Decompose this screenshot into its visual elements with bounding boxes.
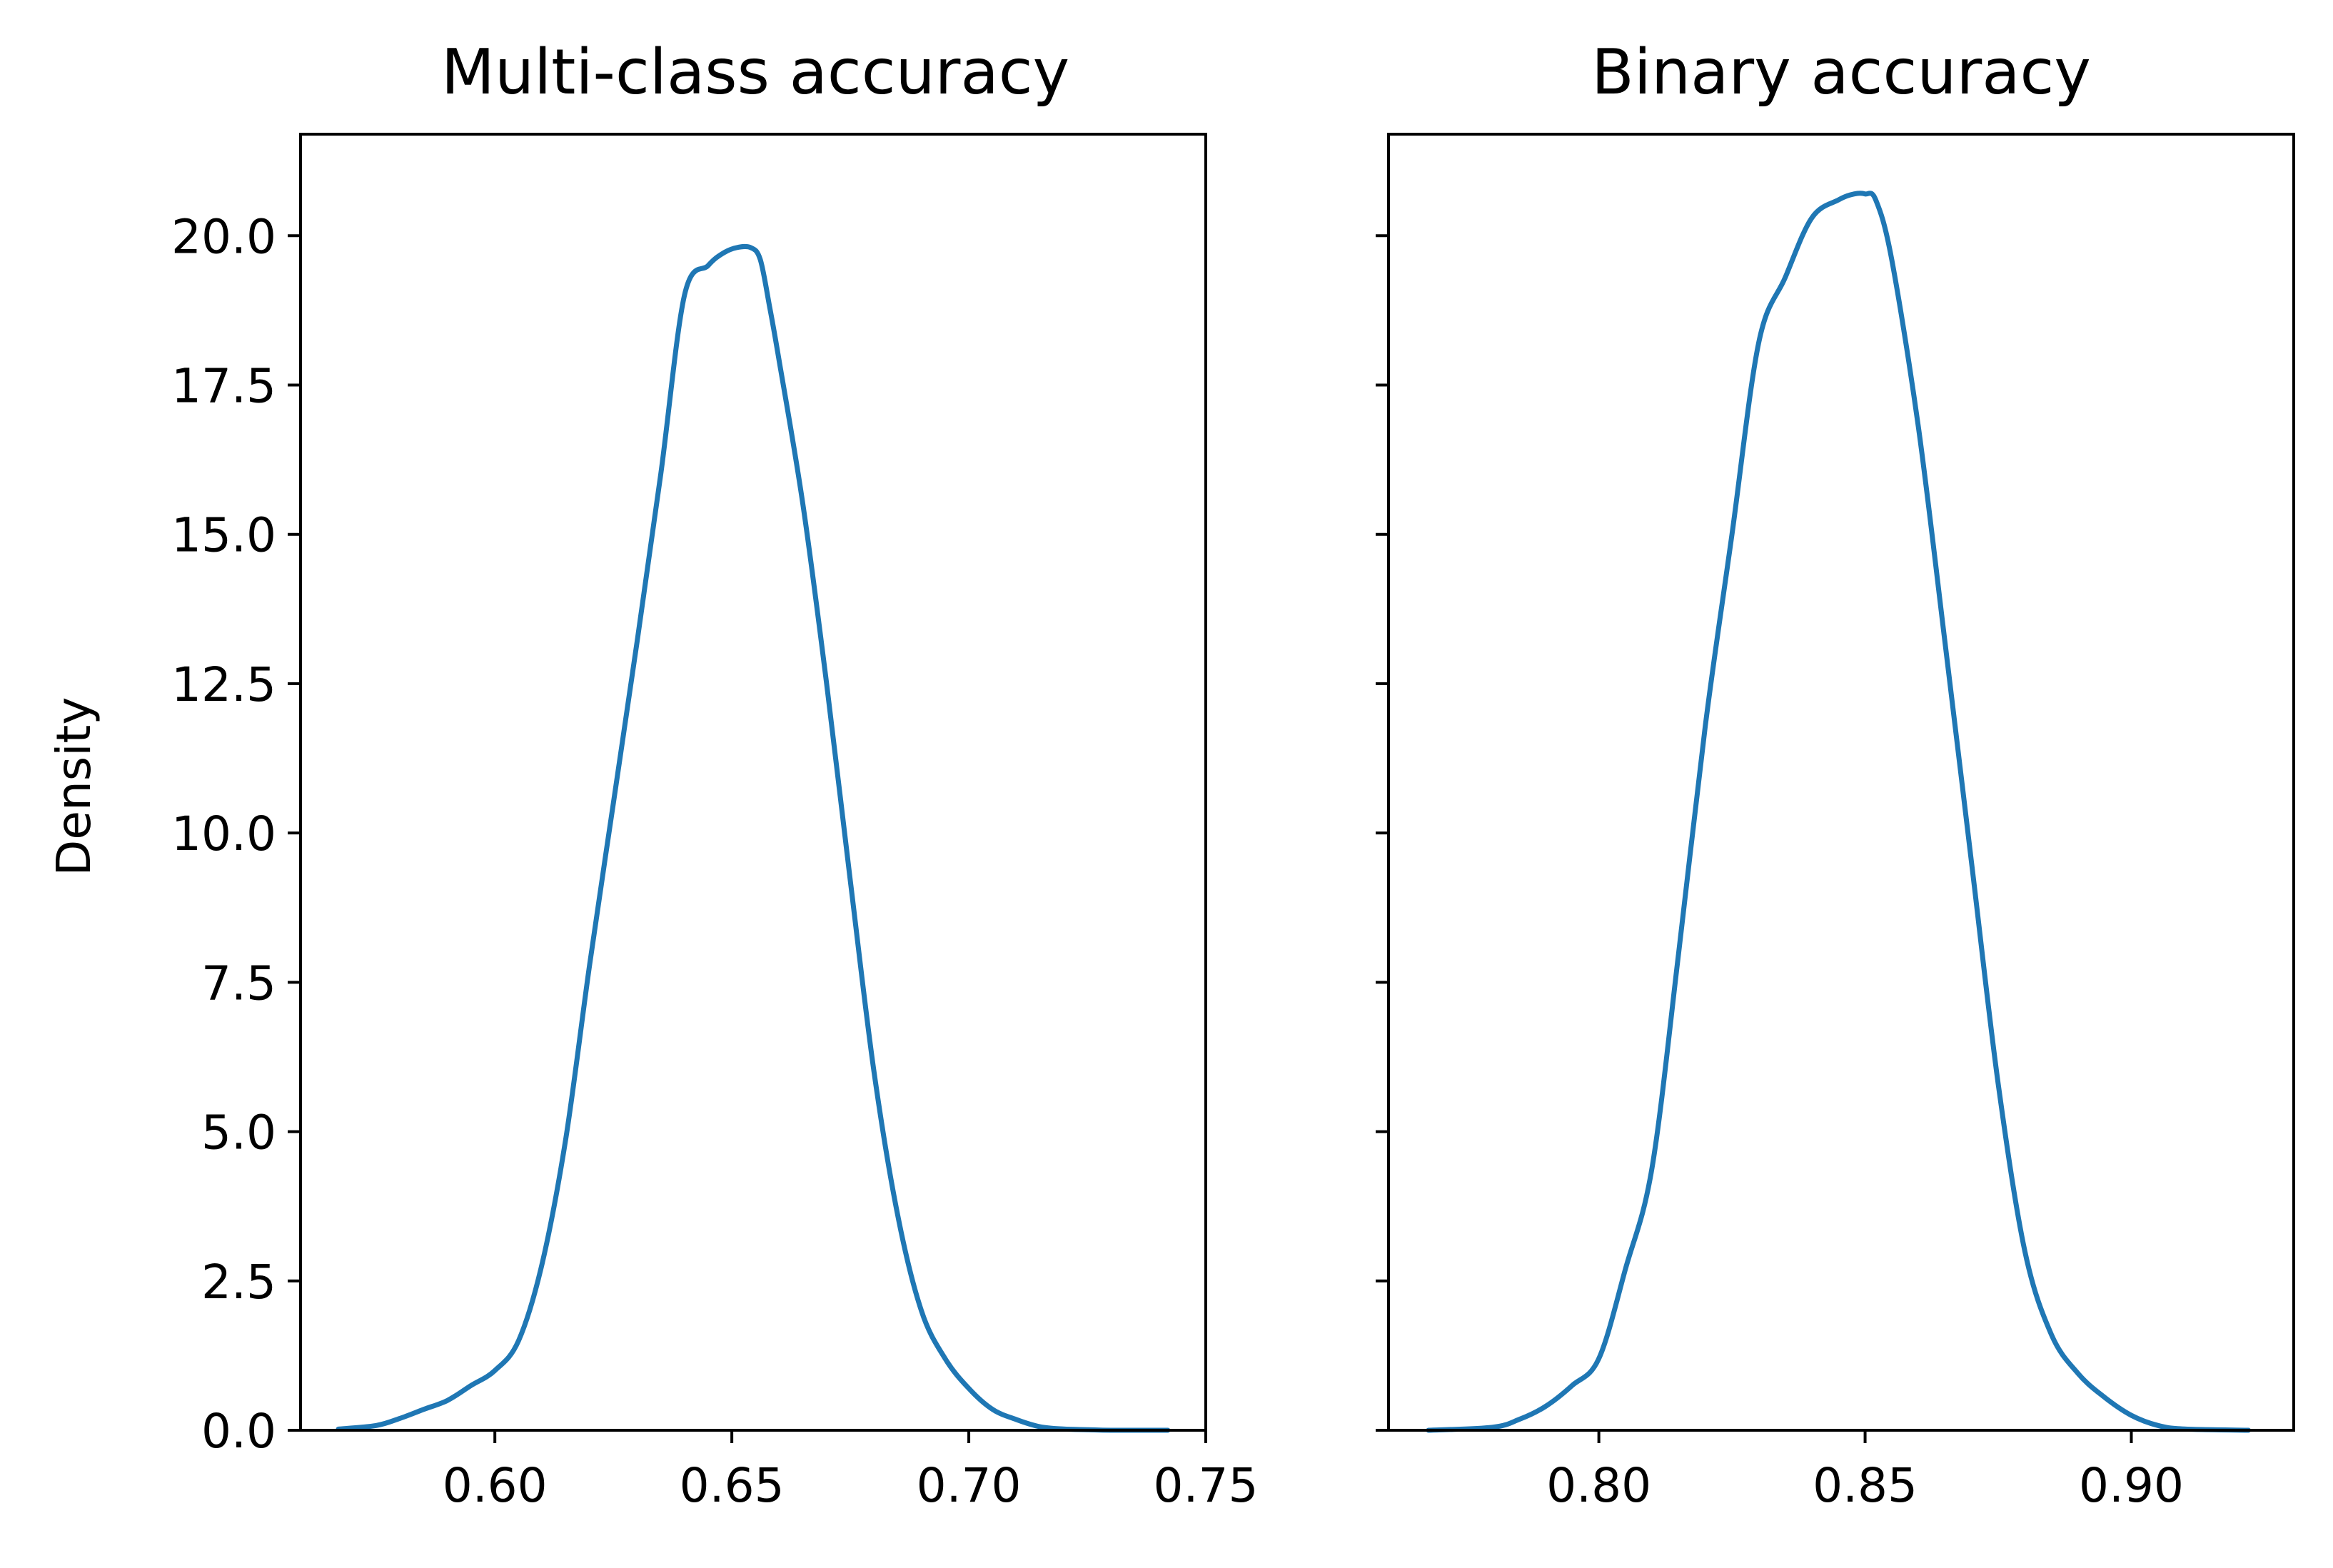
multi-class-y-tick-label: 2.5 <box>201 1255 276 1310</box>
binary-density-curve <box>1426 191 2252 1433</box>
binary-x-tick-label: 0.85 <box>1813 1458 1918 1513</box>
multi-class-ticks: 0.60 0.65 0.70 0.75 0.0 2.5 5.0 7.5 10.0 12.5 15.0… <box>171 209 1258 1513</box>
multi-class-x-tick-label: 0.70 <box>917 1458 1022 1513</box>
binary-x-tick-label: 0.80 <box>1546 1458 1651 1513</box>
binary-title: Binary accuracy <box>1591 36 2091 108</box>
multi-class-accuracy-panel: Multi-class accuracy Density 0.60 0.65 0.7… <box>46 36 1258 1513</box>
multi-class-y-tick-label: 20.0 <box>171 209 276 264</box>
multi-class-x-tick-label: 0.75 <box>1154 1458 1259 1513</box>
multi-class-y-tick-label: 15.0 <box>171 508 276 563</box>
multi-class-y-tick-label: 12.5 <box>171 657 276 712</box>
density-axis-label: Density <box>46 697 101 876</box>
multi-class-title: Multi-class accuracy <box>441 36 1069 108</box>
multi-class-y-tick-label: 7.5 <box>201 956 276 1011</box>
multi-class-y-tick-label: 0.0 <box>201 1404 276 1459</box>
binary-plot-frame <box>1387 133 2295 1432</box>
binary-accuracy-panel: Binary accuracy 0.80 0.85 0.90 <box>1376 36 2295 1513</box>
multi-class-x-tick-label: 0.65 <box>680 1458 785 1513</box>
multi-class-plot-frame <box>299 133 1207 1432</box>
multi-class-density-curve <box>336 243 1171 1433</box>
multi-class-y-tick-label: 5.0 <box>201 1106 276 1160</box>
multi-class-y-tick-label: 10.0 <box>171 806 276 861</box>
multi-class-y-tick-label: 17.5 <box>171 358 276 413</box>
binary-ticks: 0.80 0.85 0.90 <box>1376 234 2184 1513</box>
binary-x-tick-label: 0.90 <box>2079 1458 2184 1513</box>
multi-class-x-tick-label: 0.60 <box>443 1458 548 1513</box>
